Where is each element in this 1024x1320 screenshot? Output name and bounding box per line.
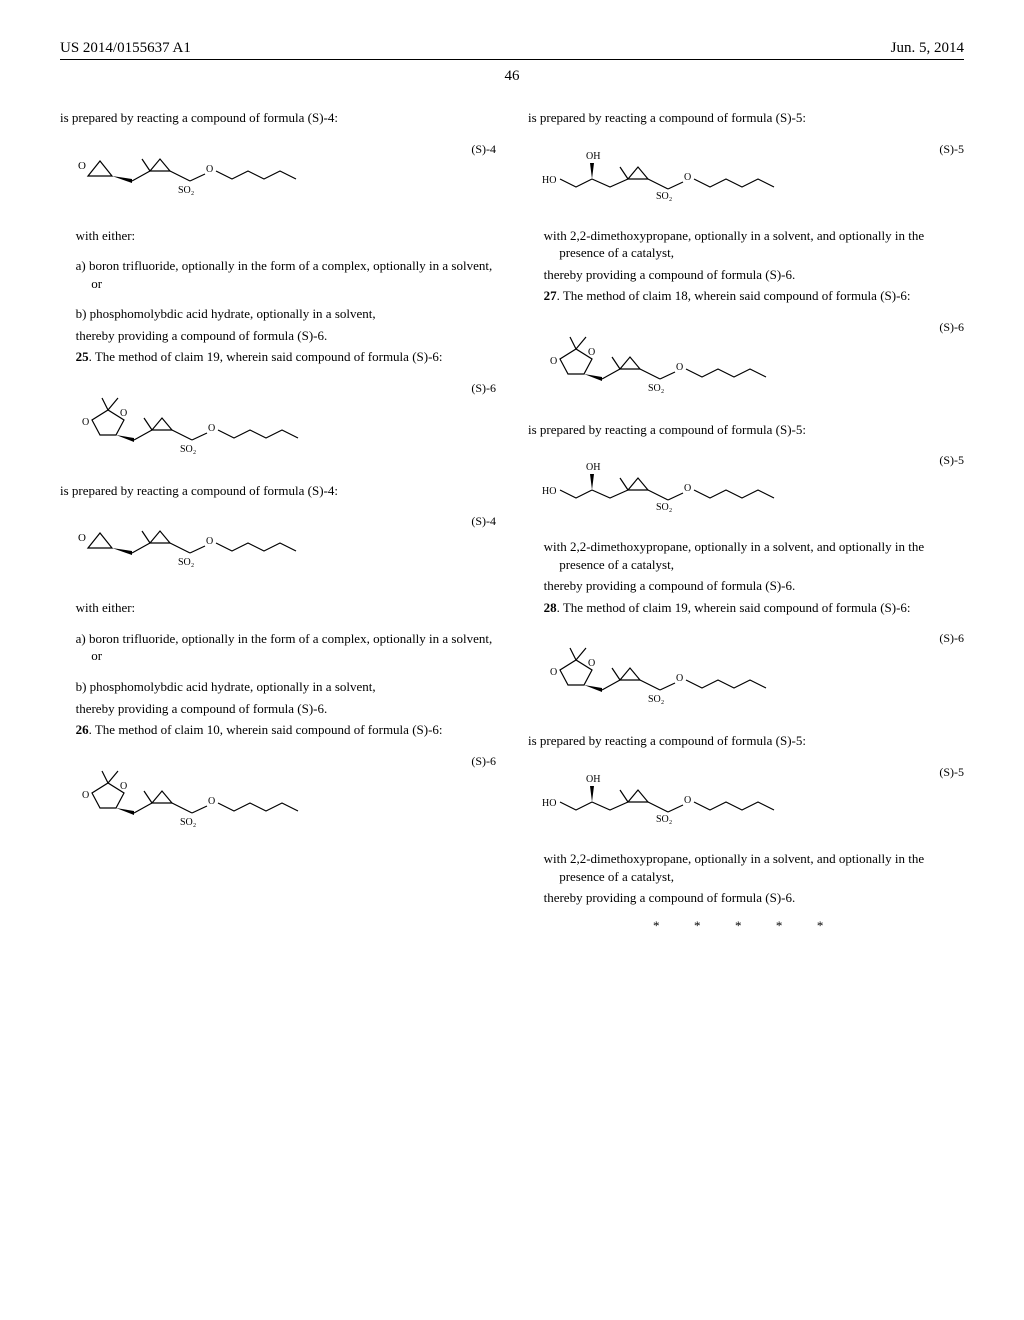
svg-text:O: O	[78, 532, 86, 544]
svg-text:O: O	[208, 796, 215, 807]
left-p8: a) boron trifluoride, optionally in the …	[91, 630, 496, 665]
structure-s5-icon: HO OH SO₂ O	[528, 764, 828, 824]
svg-text:SO₂: SO₂	[648, 694, 664, 705]
formula-s4-2: (S)-4 O SO₂ O	[60, 513, 496, 585]
svg-text:O: O	[676, 362, 683, 373]
svg-text:O: O	[82, 417, 89, 428]
formula-s4-1: (S)-4 O SO₂	[60, 141, 496, 213]
right-p9: thereby providing a compound of formula …	[528, 889, 964, 907]
svg-text:HO: HO	[542, 798, 556, 809]
svg-text:O: O	[684, 483, 691, 494]
svg-text:O: O	[120, 781, 127, 792]
svg-text:O: O	[588, 347, 595, 358]
right-p3: thereby providing a compound of formula …	[528, 266, 964, 284]
structure-s4-icon: O SO₂ O	[60, 513, 360, 573]
claim26-text: The method of claim 10, wherein said com…	[95, 722, 443, 737]
claim28-text: The method of claim 19, wherein said com…	[563, 600, 911, 615]
svg-text:OH: OH	[586, 151, 600, 162]
structure-s6-icon: O O SO₂ O	[60, 753, 360, 841]
structure-s4-icon: O SO₂ O	[60, 141, 360, 201]
formula-label: (S)-4	[471, 513, 496, 529]
svg-text:SO₂: SO₂	[178, 185, 194, 196]
left-p4: b) phosphomolybdic acid hydrate, optiona…	[91, 305, 496, 323]
right-p6: thereby providing a compound of formula …	[528, 577, 964, 595]
right-p2: with 2,2-dimethoxypropane, optionally in…	[559, 227, 964, 262]
svg-text:O: O	[588, 658, 595, 669]
svg-text:OH: OH	[586, 462, 600, 473]
claim-26: 26. The method of claim 10, wherein said…	[60, 721, 496, 739]
left-p6: is prepared by reacting a compound of fo…	[60, 482, 496, 500]
svg-text:SO₂: SO₂	[656, 191, 672, 201]
svg-text:O: O	[684, 172, 691, 183]
svg-text:O: O	[206, 164, 213, 175]
right-p8: with 2,2-dimethoxypropane, optionally in…	[559, 850, 964, 885]
formula-label: (S)-6	[939, 630, 964, 646]
publication-number: US 2014/0155637 A1	[60, 40, 191, 57]
left-p3: a) boron trifluoride, optionally in the …	[91, 257, 496, 292]
left-p9: b) phosphomolybdic acid hydrate, optiona…	[91, 678, 496, 696]
svg-text:O: O	[676, 673, 683, 684]
svg-text:SO₂: SO₂	[648, 383, 664, 394]
claim27-text: The method of claim 18, wherein said com…	[563, 288, 911, 303]
svg-text:SO₂: SO₂	[180, 444, 196, 455]
formula-s6-1: (S)-6 O O	[60, 380, 496, 468]
left-p10: thereby providing a compound of formula …	[60, 700, 496, 718]
svg-text:O: O	[206, 536, 213, 547]
publication-date: Jun. 5, 2014	[891, 40, 964, 57]
formula-s6-4: (S)-6 O O SO₂ O	[528, 630, 964, 718]
formula-s5-2: (S)-5 HO OH SO₂ O	[528, 452, 964, 524]
svg-text:HO: HO	[542, 486, 556, 497]
right-p4: is prepared by reacting a compound of fo…	[528, 421, 964, 439]
structure-s5-icon: HO OH SO₂ O	[528, 452, 828, 512]
structure-s5-icon: HO OH SO₂ O	[528, 141, 828, 201]
svg-text:HO: HO	[542, 175, 556, 186]
formula-label: (S)-5	[939, 764, 964, 780]
formula-s6-3: (S)-6 O O SO₂ O	[528, 319, 964, 407]
svg-text:SO₂: SO₂	[656, 814, 672, 824]
page-number: 46	[60, 68, 964, 85]
svg-text:O: O	[120, 408, 127, 419]
left-p1: is prepared by reacting a compound of fo…	[60, 109, 496, 127]
claim-28: 28. The method of claim 19, wherein said…	[528, 599, 964, 617]
svg-text:O: O	[550, 356, 557, 367]
structure-s6-icon: O O SO₂ O	[60, 380, 360, 468]
page-header: US 2014/0155637 A1 Jun. 5, 2014	[60, 40, 964, 60]
svg-text:SO₂: SO₂	[178, 557, 194, 568]
formula-label: (S)-6	[471, 380, 496, 396]
left-p2: with either:	[60, 227, 496, 245]
formula-label: (S)-5	[939, 141, 964, 157]
formula-s5-3: (S)-5 HO OH SO₂ O	[528, 764, 964, 836]
right-p5: with 2,2-dimethoxypropane, optionally in…	[559, 538, 964, 573]
end-of-claims-marker: * * * * *	[528, 917, 964, 935]
structure-s6-icon: O O SO₂ O	[528, 630, 828, 718]
right-column: is prepared by reacting a compound of fo…	[528, 109, 964, 934]
right-p1: is prepared by reacting a compound of fo…	[528, 109, 964, 127]
left-column: is prepared by reacting a compound of fo…	[60, 109, 496, 934]
svg-text:O: O	[208, 423, 215, 434]
structure-s6-icon: O O SO₂ O	[528, 319, 828, 407]
svg-text:O: O	[550, 667, 557, 678]
right-p7: is prepared by reacting a compound of fo…	[528, 732, 964, 750]
svg-text:SO₂: SO₂	[656, 502, 672, 512]
formula-label: (S)-6	[939, 319, 964, 335]
svg-text:O: O	[684, 795, 691, 806]
formula-s6-2: (S)-6 O O SO₂ O	[60, 753, 496, 841]
claim-27: 27. The method of claim 18, wherein said…	[528, 287, 964, 305]
svg-text:O: O	[82, 790, 89, 801]
left-p5: thereby providing a compound of formula …	[60, 327, 496, 345]
claim25-text: The method of claim 19, wherein said com…	[95, 349, 443, 364]
formula-label: (S)-5	[939, 452, 964, 468]
claim-25: 25. The method of claim 19, wherein said…	[60, 348, 496, 366]
svg-text:SO₂: SO₂	[180, 817, 196, 828]
formula-s5-1: (S)-5 HO OH SO₂ O	[528, 141, 964, 213]
formula-label: (S)-4	[471, 141, 496, 157]
svg-text:O: O	[78, 160, 86, 172]
left-p7: with either:	[60, 599, 496, 617]
formula-label: (S)-6	[471, 753, 496, 769]
svg-text:OH: OH	[586, 774, 600, 785]
